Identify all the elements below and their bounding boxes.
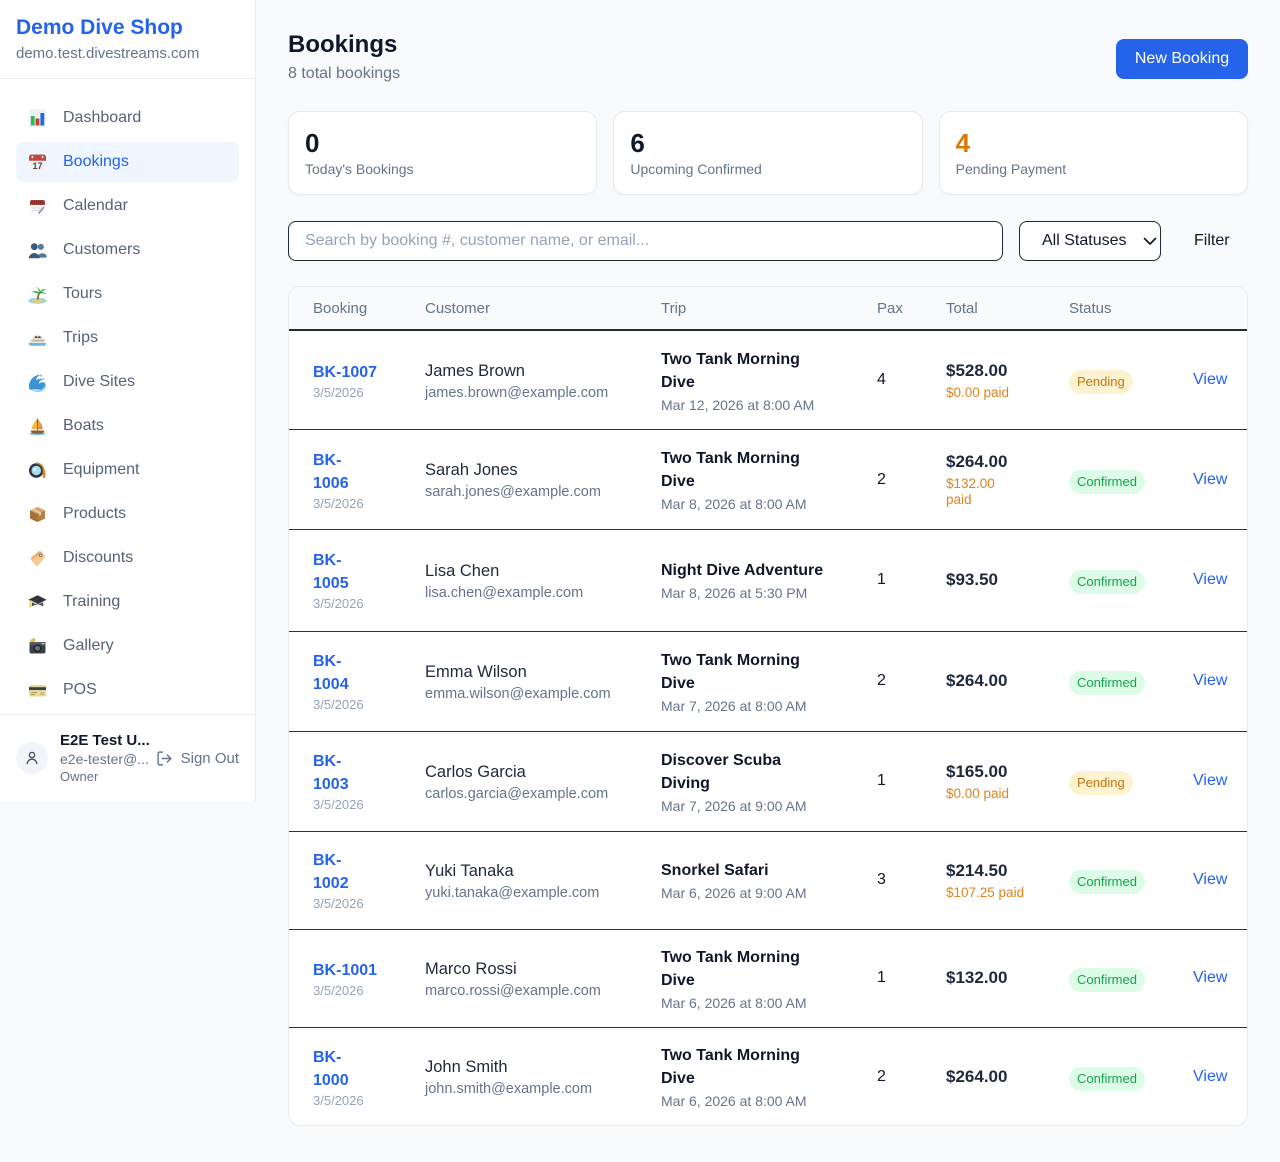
svg-text:17: 17 — [32, 161, 42, 171]
